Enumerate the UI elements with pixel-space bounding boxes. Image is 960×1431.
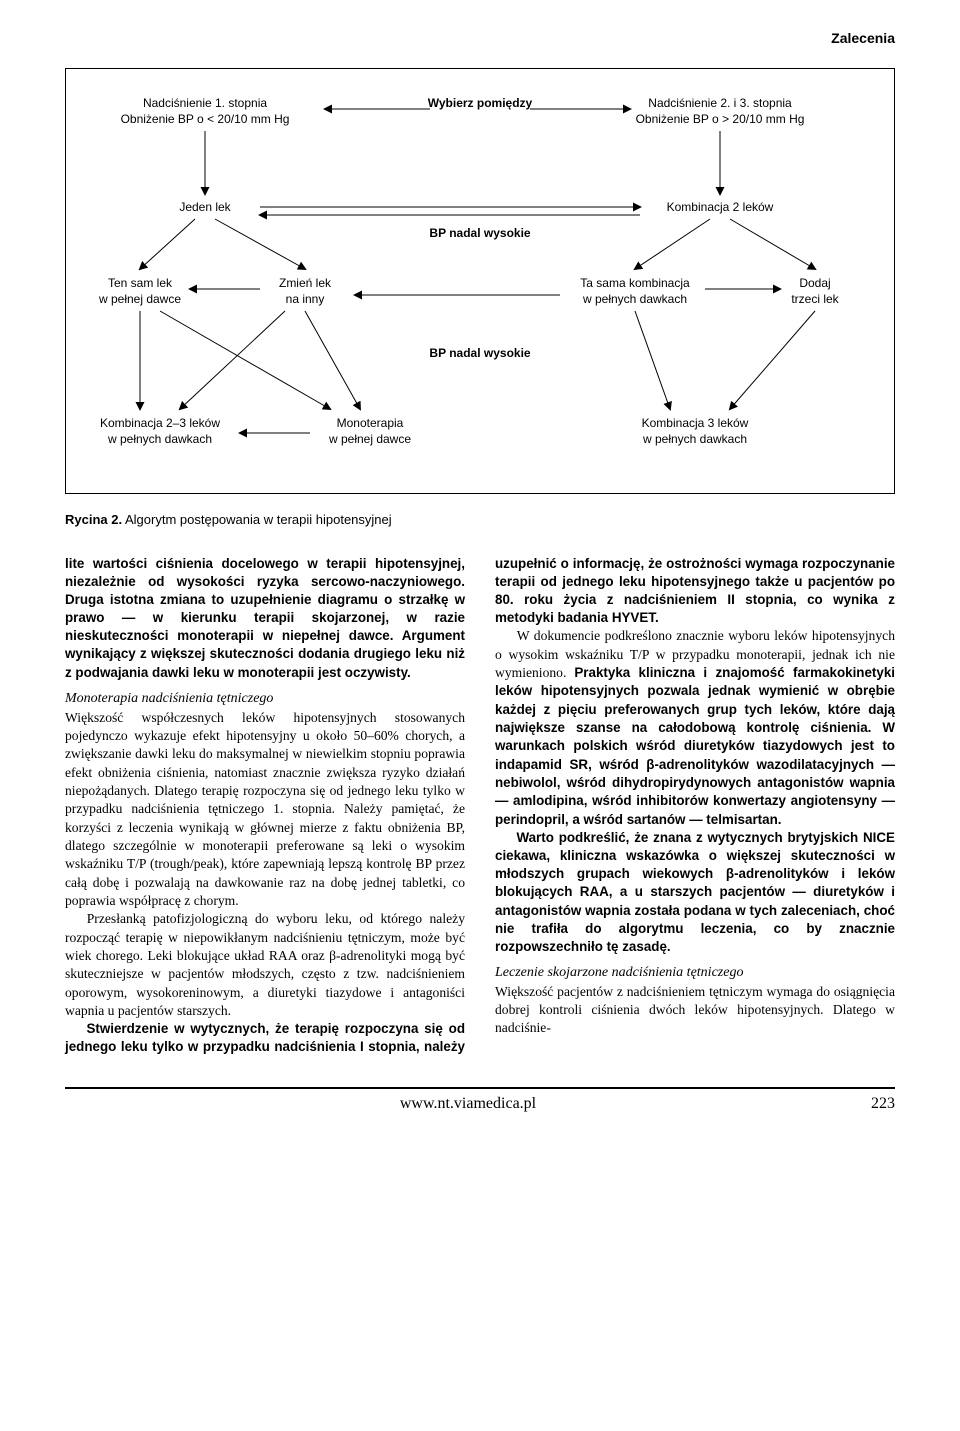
page-footer: www.nt.viamedica.pl 223 <box>65 1087 895 1113</box>
node-l1a: Ten sam lek <box>108 276 173 290</box>
node-top-mid: Wybierz pomiędzy <box>428 96 533 110</box>
h2: Leczenie skojarzone nadciśnienia tętnicz… <box>495 964 895 983</box>
flowchart-container: Nadciśnienie 1. stopnia Obniżenie BP o <… <box>65 68 895 494</box>
p6: Warto podkreślić, że znana z wytycznych … <box>495 829 895 956</box>
section-header: Zalecenia <box>65 30 895 46</box>
node-r1b: w pełnych dawkach <box>582 292 687 306</box>
node-b1b: w pełnych dawkach <box>107 432 212 446</box>
body-text: lite wartości ciśnienia docelowego w ter… <box>65 555 895 1057</box>
node-r1a: Ta sama kombinacja <box>580 276 690 290</box>
node-n2a: Nadciśnienie 2. i 3. stopnia <box>648 96 792 110</box>
node-r2b: trzeci lek <box>791 292 839 306</box>
caption-text: Algorytm postępowania w terapii hipotens… <box>125 512 392 527</box>
node-b3a: Kombinacja 3 leków <box>642 416 749 430</box>
node-center-mid: BP nadal wysokie <box>429 226 530 240</box>
node-center-mid2: BP nadal wysokie <box>429 346 530 360</box>
caption-label: Rycina 2. <box>65 512 122 527</box>
node-r2a: Dodaj <box>799 276 830 290</box>
p1: lite wartości ciśnienia docelowego w ter… <box>65 555 465 682</box>
node-n1b: Obniżenie BP o < 20/10 mm Hg <box>121 112 290 126</box>
footer-url: www.nt.viamedica.pl <box>400 1095 536 1113</box>
node-n2b: Obniżenie BP o > 20/10 mm Hg <box>636 112 805 126</box>
p7: Większość pacjentów z nadciśnieniem tętn… <box>495 983 895 1038</box>
node-left-mid: Jeden lek <box>179 200 231 214</box>
node-l1b: w pełnej dawce <box>98 292 181 306</box>
p2: Większość współczesnych leków hipotensyj… <box>65 709 465 911</box>
footer-page: 223 <box>871 1095 895 1113</box>
node-right-mid: Kombinacja 2 leków <box>667 200 774 214</box>
node-b2b: w pełnej dawce <box>328 432 411 446</box>
node-l2b: na inny <box>286 292 325 306</box>
h1: Monoterapia nadciśnienia tętniczego <box>65 690 465 709</box>
flowchart-svg: Nadciśnienie 1. stopnia Obniżenie BP o <… <box>80 89 880 469</box>
node-b3b: w pełnych dawkach <box>642 432 747 446</box>
node-b1a: Kombinacja 2–3 leków <box>100 416 220 430</box>
node-l2a: Zmień lek <box>279 276 332 290</box>
figure-caption: Rycina 2. Algorytm postępowania w terapi… <box>65 512 895 527</box>
node-n1a: Nadciśnienie 1. stopnia <box>143 96 267 110</box>
node-b2a: Monoterapia <box>337 416 404 430</box>
p3: Przesłanką patofizjologiczną do wyboru l… <box>65 910 465 1020</box>
p5b: Praktyka kliniczna i znajomość farmakoki… <box>495 665 895 827</box>
p5: W dokumencie podkreślono znacznie wyboru… <box>495 627 895 829</box>
